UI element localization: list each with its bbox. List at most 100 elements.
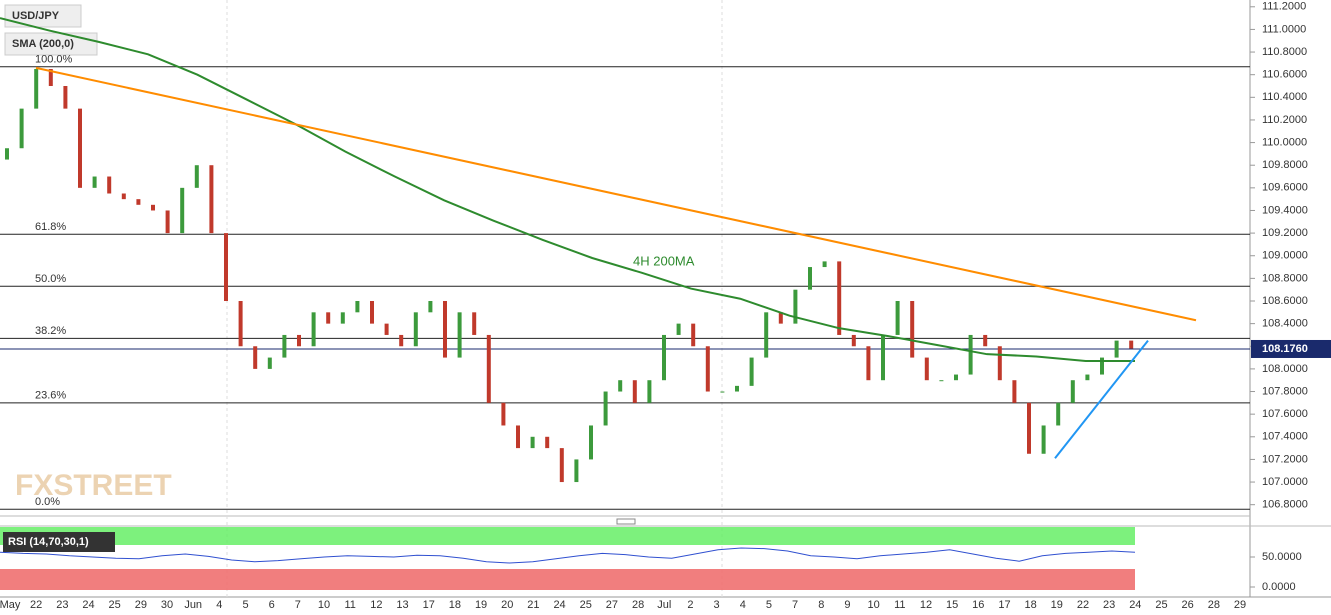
candle-body	[910, 301, 915, 358]
last-price-box	[1251, 339, 1331, 358]
candle-body	[48, 69, 53, 86]
x-tick-label: 4	[740, 599, 746, 611]
candle-body	[559, 448, 564, 483]
candle-body	[662, 334, 666, 381]
candle-body	[1041, 425, 1046, 454]
rsi-overbought-band	[0, 527, 1135, 545]
x-tick-label: 16	[972, 599, 984, 611]
candle-body	[851, 334, 856, 347]
candle-body	[238, 301, 243, 347]
candle-body	[691, 323, 696, 347]
sma-line	[0, 17, 1135, 362]
x-tick-label: 11	[345, 599, 356, 611]
y-tick-label: 106.8000	[1262, 499, 1308, 511]
fib-label: 61.8%	[35, 221, 66, 233]
symbol-label[interactable]: USD/JPY	[12, 10, 60, 22]
candle-body	[895, 301, 900, 335]
x-tick-label: May	[0, 599, 21, 611]
candle-body	[632, 380, 637, 403]
x-tick-label: 15	[946, 599, 958, 611]
candle-body	[413, 312, 418, 347]
candle-body	[326, 312, 331, 324]
x-tick-label: 9	[844, 599, 850, 611]
y-tick-label: 107.2000	[1262, 453, 1308, 465]
candle-body	[1056, 402, 1061, 426]
y-tick-label: 107.6000	[1262, 408, 1308, 420]
fib-label: 100.0%	[35, 54, 73, 66]
candle-body	[121, 193, 126, 200]
candle-body	[209, 165, 214, 234]
candle-body	[778, 312, 783, 324]
candle-body	[311, 312, 316, 347]
candle-body	[530, 436, 535, 449]
indicator-box[interactable]	[4, 32, 98, 56]
x-tick-label: 19	[1051, 599, 1063, 611]
candle-body	[1012, 380, 1017, 403]
candle-body	[735, 385, 739, 392]
x-tick-label: 10	[318, 599, 330, 611]
rsi-oversold-band	[0, 569, 1135, 590]
y-tick-label: 109.4000	[1262, 204, 1308, 216]
candle-body	[1027, 402, 1031, 454]
symbol-box[interactable]	[4, 4, 82, 28]
candle-body	[253, 346, 258, 369]
y-tick-label: 109.0000	[1262, 250, 1308, 262]
x-tick-label: 13	[396, 599, 408, 611]
y-tick-label: 109.2000	[1262, 227, 1308, 239]
candle-body	[457, 312, 462, 358]
x-tick-label: 12	[370, 599, 382, 611]
y-tick-label: 109.8000	[1262, 159, 1308, 171]
x-tick-label: 23	[56, 599, 68, 611]
candle-body	[793, 289, 798, 324]
candle-body	[954, 374, 958, 381]
rsi-name[interactable]: RSI (14,70,30,1)	[8, 536, 89, 548]
candle-body	[34, 69, 39, 109]
candle-body	[866, 346, 871, 381]
y-tick-label: 109.6000	[1262, 182, 1308, 194]
x-tick-label: 24	[1129, 599, 1141, 611]
y-tick-label: 110.0000	[1262, 136, 1307, 148]
fib-label: 38.2%	[35, 325, 66, 337]
candle-body	[545, 436, 550, 449]
panel-handle[interactable]	[616, 518, 636, 525]
indicator-label[interactable]: SMA (200,0)	[12, 38, 74, 50]
candle-body	[443, 301, 447, 358]
x-tick-label: 25	[580, 599, 592, 611]
x-tick-label: 22	[1077, 599, 1089, 611]
candle-body	[384, 323, 389, 335]
candle-body	[501, 402, 506, 426]
x-tick-label: 29	[1234, 599, 1246, 611]
candle-body	[881, 334, 885, 381]
candle-body	[165, 210, 170, 234]
rsi-name-box[interactable]	[3, 532, 115, 552]
candle-body	[19, 108, 24, 149]
x-tick-label: 4	[216, 599, 222, 611]
x-tick-label: Jul	[657, 599, 671, 611]
candle-body	[516, 425, 520, 449]
y-tick-label: 110.8000	[1262, 46, 1307, 58]
x-tick-label: 28	[632, 599, 644, 611]
x-tick-label: 24	[82, 599, 94, 611]
x-tick-label: 29	[135, 599, 147, 611]
candle-body	[1129, 340, 1134, 349]
y-tick-label: 110.2000	[1262, 114, 1307, 126]
candle-body	[486, 334, 491, 403]
candle-body	[340, 312, 345, 324]
candle-body	[267, 357, 272, 369]
candle-body	[399, 334, 404, 347]
candle-body	[282, 334, 287, 358]
x-tick-label: 7	[792, 599, 798, 611]
x-tick-label: 2	[687, 599, 693, 611]
candle-body	[297, 334, 301, 347]
x-tick-label: 27	[606, 599, 618, 611]
x-tick-label: 25	[1155, 599, 1167, 611]
last-price-label: 108.1760	[1262, 343, 1308, 355]
sma-annotation: 4H 200MA	[633, 253, 695, 268]
candle-body	[589, 425, 593, 460]
candle-body	[180, 187, 185, 234]
x-tick-label: 10	[867, 599, 879, 611]
x-tick-label: 30	[161, 599, 173, 611]
x-tick-label: 20	[501, 599, 513, 611]
y-tick-label: 107.8000	[1262, 385, 1308, 397]
